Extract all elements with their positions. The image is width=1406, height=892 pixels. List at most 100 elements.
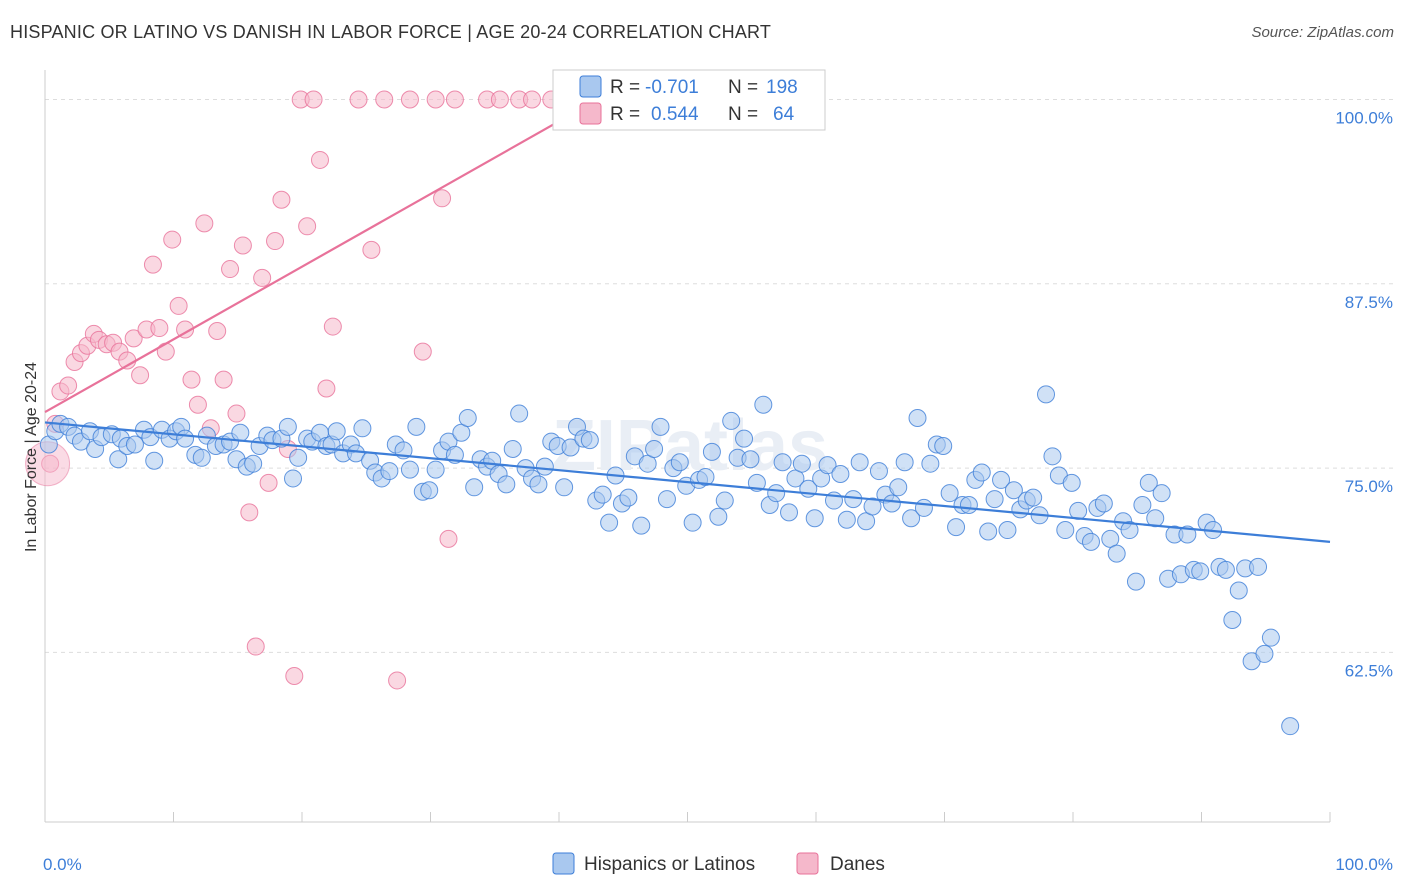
hispanics-point — [805, 509, 824, 528]
hispanics-point — [1229, 581, 1248, 600]
hispanics-point — [278, 417, 297, 436]
y-tick-label: 75.0% — [1345, 477, 1393, 496]
hispanics-point — [284, 469, 303, 488]
trend-lines — [44, 98, 1331, 543]
hispanics-point — [1004, 481, 1023, 500]
hispanics-point — [535, 457, 554, 476]
tick-labels: 100.0% 87.5% 75.0% 62.5% 0.0% 100.0% — [43, 108, 1393, 874]
hispanics-point — [497, 475, 516, 494]
hispanics-point — [1261, 628, 1280, 647]
hispanics-point — [289, 448, 308, 467]
y-tick-label: 62.5% — [1345, 661, 1393, 680]
hispanics-point — [709, 507, 728, 526]
y-axis-label: In Labor Force | Age 20-24 — [23, 362, 40, 552]
danes-point — [176, 320, 195, 339]
danes-point — [156, 342, 175, 361]
danes-point — [304, 90, 323, 109]
hispanics-point — [921, 454, 940, 473]
hispanics-point — [529, 475, 548, 494]
hispanics-point — [420, 481, 439, 500]
hispanics-point — [1043, 447, 1062, 466]
hispanics-point — [600, 513, 619, 532]
hispanics-point — [380, 462, 399, 481]
hispanics-point — [998, 521, 1017, 540]
danes-point — [445, 90, 464, 109]
hispanics-point — [632, 516, 651, 535]
chart-title: HISPANIC OR LATINO VS DANISH IN LABOR FO… — [10, 22, 772, 42]
danes-point — [349, 90, 368, 109]
hispanics-point — [831, 465, 850, 484]
hispanics-point — [934, 437, 953, 455]
legend-r-label-blue: R = — [610, 77, 640, 98]
danes-point — [124, 329, 143, 348]
hispanics-point — [503, 439, 522, 458]
hispanics-point — [645, 439, 664, 458]
danes-point — [433, 189, 452, 208]
hispanics-point — [1081, 532, 1100, 551]
hispanics-point — [837, 510, 856, 529]
hispanics-point — [1255, 644, 1274, 663]
danes-point — [195, 214, 214, 233]
hispanics-point — [555, 478, 574, 497]
danes-point — [246, 637, 265, 656]
bottom-legend-label-pink: Danes — [830, 854, 885, 875]
hispanics-points — [39, 385, 1300, 736]
hispanics-point — [780, 503, 799, 522]
danes-point — [362, 240, 381, 259]
hispanics-point — [914, 498, 933, 517]
hispanics-point — [683, 513, 702, 532]
hispanics-point — [1223, 610, 1242, 629]
hispanics-point — [863, 497, 882, 516]
hispanics-point — [985, 490, 1004, 509]
hispanics-point — [244, 454, 263, 473]
hispanics-point — [1126, 572, 1145, 591]
watermark-text: ZIPatlas — [552, 406, 828, 486]
hispanics-point — [735, 429, 754, 448]
stats-legend: R = -0.701 N = 198 R = 0.544 N = 64 — [552, 69, 826, 131]
hispanics-point — [1120, 521, 1139, 540]
chart-source: Source: ZipAtlas.com — [1251, 24, 1394, 41]
danes-point — [59, 376, 78, 395]
hispanics-point — [1024, 488, 1043, 507]
danes-points — [25, 90, 631, 690]
y-tick-label: 87.5% — [1345, 293, 1393, 312]
hispanics-point — [741, 450, 760, 469]
hispanics-point — [176, 429, 195, 448]
danes-point — [490, 90, 509, 109]
hispanics-point — [908, 408, 927, 427]
hispanics-point — [722, 411, 741, 430]
hispanics-point — [959, 495, 978, 514]
hispanics-point — [696, 467, 715, 486]
legend-r-label-pink: R = — [610, 104, 640, 125]
hispanics-point — [1094, 494, 1113, 513]
legend-n-value-blue: 198 — [766, 77, 798, 98]
hispanics-point — [327, 422, 346, 441]
danes-point — [285, 667, 304, 686]
hispanics-point — [1139, 473, 1158, 492]
hispanics-point — [400, 460, 419, 479]
danes-point — [310, 150, 329, 169]
hispanics-point — [353, 419, 372, 438]
hispanics-point — [580, 431, 599, 450]
hispanics-point — [1191, 562, 1210, 581]
hispanics-point — [1178, 525, 1197, 544]
hispanics-point — [651, 417, 670, 436]
hispanics-point — [1062, 473, 1081, 492]
hispanics-point — [767, 484, 786, 503]
danes-point — [323, 317, 342, 336]
danes-point — [426, 90, 445, 109]
hispanics-point — [1037, 385, 1056, 404]
hispanics-point — [510, 404, 529, 423]
hispanics-point — [895, 453, 914, 472]
danes-point — [150, 319, 169, 338]
series-legend: Hispanics or Latinos Danes — [552, 852, 885, 875]
hispanics-point — [458, 408, 477, 427]
hispanics-point — [754, 395, 773, 414]
hispanics-point — [125, 435, 144, 454]
danes-point — [208, 321, 227, 340]
danes-point — [375, 90, 394, 109]
danes-point — [317, 379, 336, 398]
hispanics-point — [773, 453, 792, 472]
hispanics-point — [972, 463, 991, 482]
